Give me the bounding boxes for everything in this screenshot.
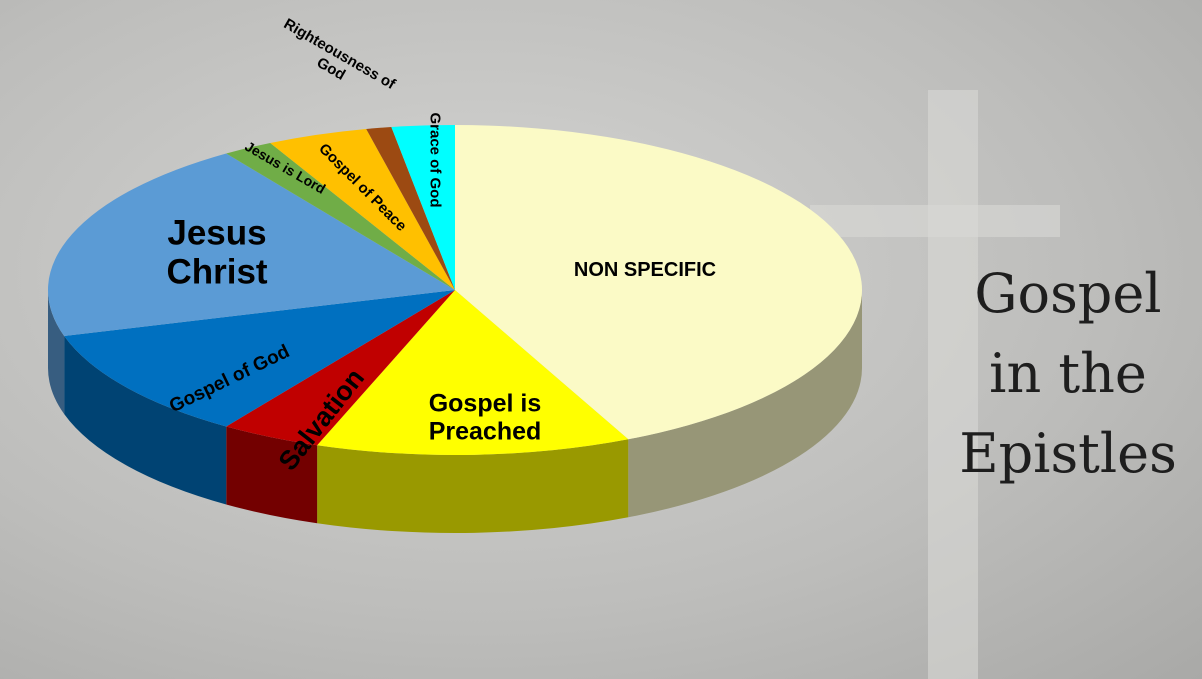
title-line: Epistles bbox=[948, 422, 1188, 485]
slice-label: Grace of God bbox=[426, 95, 443, 225]
cross-horizontal bbox=[810, 205, 1060, 237]
slice-label: Jesus Christ bbox=[137, 215, 297, 292]
title-line: Gospel bbox=[948, 262, 1188, 325]
slice-label: NON SPECIFIC bbox=[525, 259, 765, 281]
chart bbox=[0, 0, 1202, 679]
slice-label: Gospel is Preached bbox=[400, 391, 570, 446]
slide: NON SPECIFICGospel is PreachedSalvationG… bbox=[0, 0, 1202, 679]
title-line: in the bbox=[948, 342, 1188, 405]
